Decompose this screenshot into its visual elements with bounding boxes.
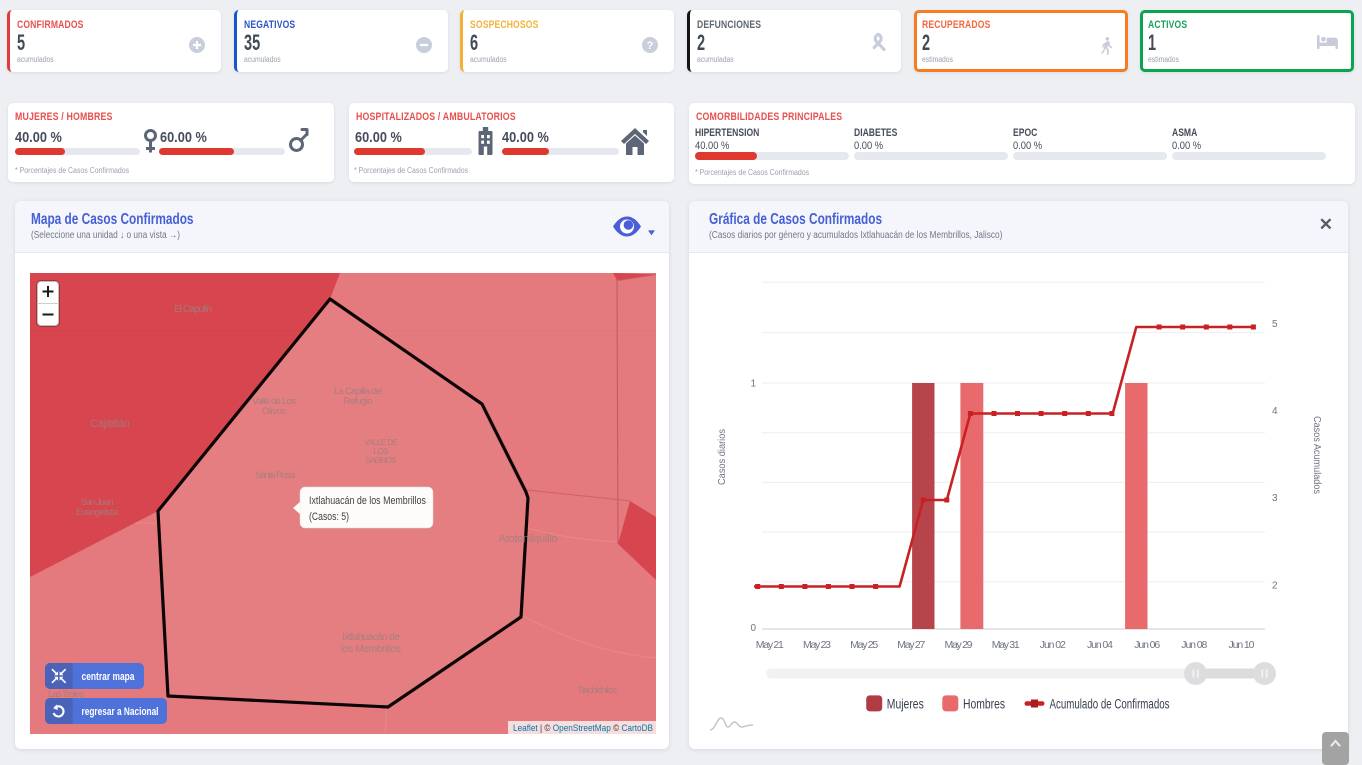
svg-text:May 27: May 27 <box>897 639 925 651</box>
svg-text:May 25: May 25 <box>850 639 878 651</box>
svg-text:SABINOS: SABINOS <box>366 456 397 465</box>
svg-text:1: 1 <box>750 379 756 390</box>
svg-text:San Juan: San Juan <box>81 497 114 508</box>
svg-text:Tlachichilco: Tlachichilco <box>577 685 617 696</box>
svg-text:Santa Rosa: Santa Rosa <box>255 470 296 481</box>
svg-text:regresar a Nacional: regresar a Nacional <box>82 706 159 718</box>
svg-text:Jun 10: Jun 10 <box>1229 639 1255 651</box>
svg-text:Jun 08: Jun 08 <box>1181 639 1207 651</box>
svg-text:?: ? <box>647 40 654 52</box>
svg-text:May 21: May 21 <box>756 639 784 651</box>
svg-text:4: 4 <box>1272 406 1278 417</box>
svg-text:Ixtlahuacán de: Ixtlahuacán de <box>342 632 400 643</box>
svg-text:Refugio: Refugio <box>344 396 373 407</box>
svg-text:Hombres: Hombres <box>963 696 1005 711</box>
svg-text:Casos diarios: Casos diarios <box>717 429 728 485</box>
svg-text:El Capulín: El Capulín <box>174 304 212 315</box>
svg-text:Jun 02: Jun 02 <box>1040 639 1066 651</box>
svg-text:Jun 04: Jun 04 <box>1087 639 1113 651</box>
svg-text:3: 3 <box>1272 493 1278 504</box>
svg-text:Acumulado de Confirmados: Acumulado de Confirmados <box>1050 696 1170 711</box>
svg-text:Valle de Los: Valle de Los <box>252 396 296 407</box>
svg-text:May 29: May 29 <box>945 639 973 651</box>
svg-text:Mujeres: Mujeres <box>887 696 924 711</box>
svg-text:May 31: May 31 <box>992 639 1020 651</box>
svg-text:2: 2 <box>1272 581 1278 592</box>
svg-text:Casos Acumulados: Casos Acumulados <box>1311 416 1322 494</box>
svg-text:LOS: LOS <box>374 447 389 456</box>
svg-text:Leaflet | © OpenStreetMap © Ca: Leaflet | © OpenStreetMap © CartoDB <box>513 723 653 733</box>
svg-text:Ixtlahuacán de los Membrillos: Ixtlahuacán de los Membrillos <box>309 495 426 507</box>
svg-text:Las Trojes: Las Trojes <box>48 689 84 700</box>
svg-text:5: 5 <box>1272 319 1278 330</box>
svg-text:VALLE DE: VALLE DE <box>364 438 398 447</box>
svg-text:May 23: May 23 <box>803 639 831 651</box>
svg-text:Jun 06: Jun 06 <box>1134 639 1160 651</box>
svg-text:0: 0 <box>750 623 756 634</box>
svg-text:La Capilla del: La Capilla del <box>334 386 382 397</box>
svg-text:centrar mapa: centrar mapa <box>82 671 136 683</box>
svg-text:Atotonilquillo: Atotonilquillo <box>499 533 558 545</box>
svg-text:Evangelista: Evangelista <box>76 507 119 518</box>
svg-text:Olivos: Olivos <box>262 406 286 417</box>
svg-text:Cajititlán: Cajititlán <box>90 418 130 430</box>
svg-text:los Membrillos: los Membrillos <box>341 644 401 655</box>
svg-text:(Casos: 5): (Casos: 5) <box>309 511 349 523</box>
